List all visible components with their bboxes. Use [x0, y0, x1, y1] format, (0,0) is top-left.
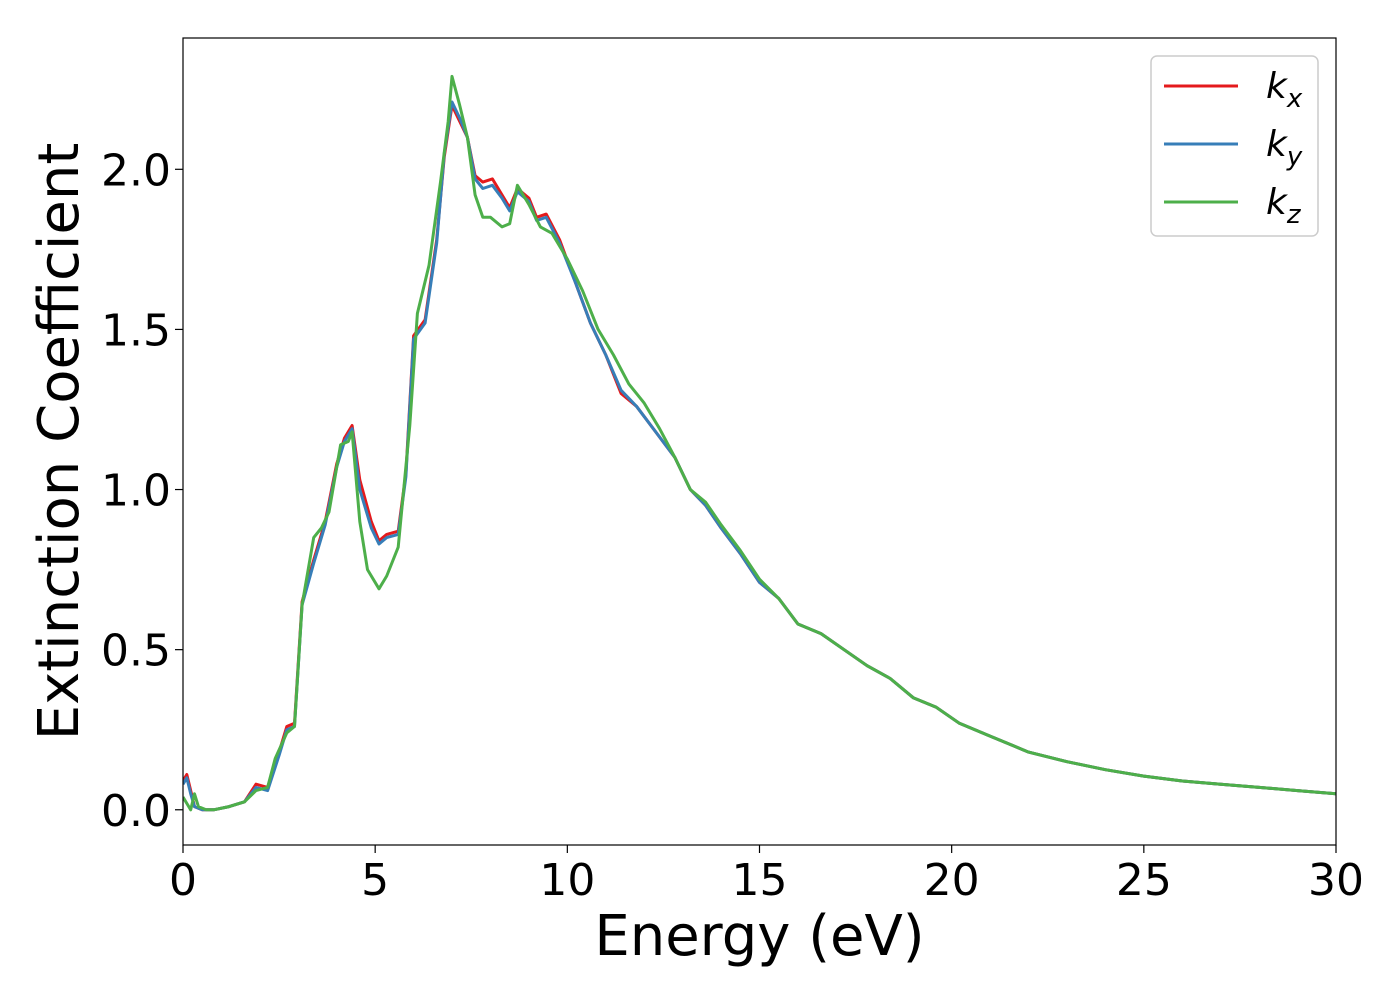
legend-label-subscript: y — [1286, 142, 1303, 172]
y-tick-label: 2.0 — [101, 145, 171, 196]
series-line-k-z — [183, 74, 1336, 812]
x-tick-label: 30 — [1308, 855, 1364, 906]
legend-label: ky — [1266, 124, 1303, 172]
y-tick-label: 1.5 — [101, 305, 171, 356]
x-axis-label: Energy (eV) — [594, 904, 924, 969]
y-tick-label: 0.5 — [101, 626, 171, 677]
legend-label: kx — [1266, 66, 1303, 114]
legend-label-subscript: z — [1286, 200, 1302, 230]
y-tick-label: 0.0 — [101, 786, 171, 837]
x-tick-label: 5 — [361, 855, 389, 906]
legend-box — [1150, 55, 1319, 237]
legend-label-main: k — [1266, 66, 1289, 107]
x-tick-label: 25 — [1116, 855, 1172, 906]
x-axis: 0 5 10 15 20 25 30 — [169, 845, 1364, 906]
x-tick-label: 0 — [169, 855, 197, 906]
x-tick-label: 10 — [539, 855, 595, 906]
legend-label-main: k — [1266, 124, 1289, 165]
x-tick-label: 15 — [732, 855, 788, 906]
legend-label-subscript: x — [1286, 84, 1303, 114]
legend-label: kz — [1266, 182, 1302, 230]
y-axis-label: Extinction Coefficient — [27, 143, 92, 741]
y-axis: 0.0 0.5 1.0 1.5 2.0 — [101, 145, 183, 837]
y-tick-label: 1.0 — [101, 466, 171, 517]
legend-label-main: k — [1266, 182, 1289, 223]
x-tick-label: 20 — [924, 855, 980, 906]
series-layer — [183, 74, 1336, 812]
